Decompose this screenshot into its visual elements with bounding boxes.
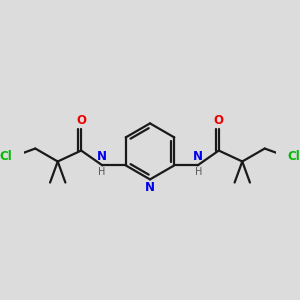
Text: Cl: Cl xyxy=(0,150,13,163)
Text: N: N xyxy=(193,150,203,164)
Text: O: O xyxy=(214,114,224,127)
Text: Cl: Cl xyxy=(287,150,300,163)
Text: H: H xyxy=(98,167,105,177)
Text: N: N xyxy=(145,181,155,194)
Text: H: H xyxy=(195,167,202,177)
Text: N: N xyxy=(97,150,107,164)
Text: O: O xyxy=(76,114,86,127)
